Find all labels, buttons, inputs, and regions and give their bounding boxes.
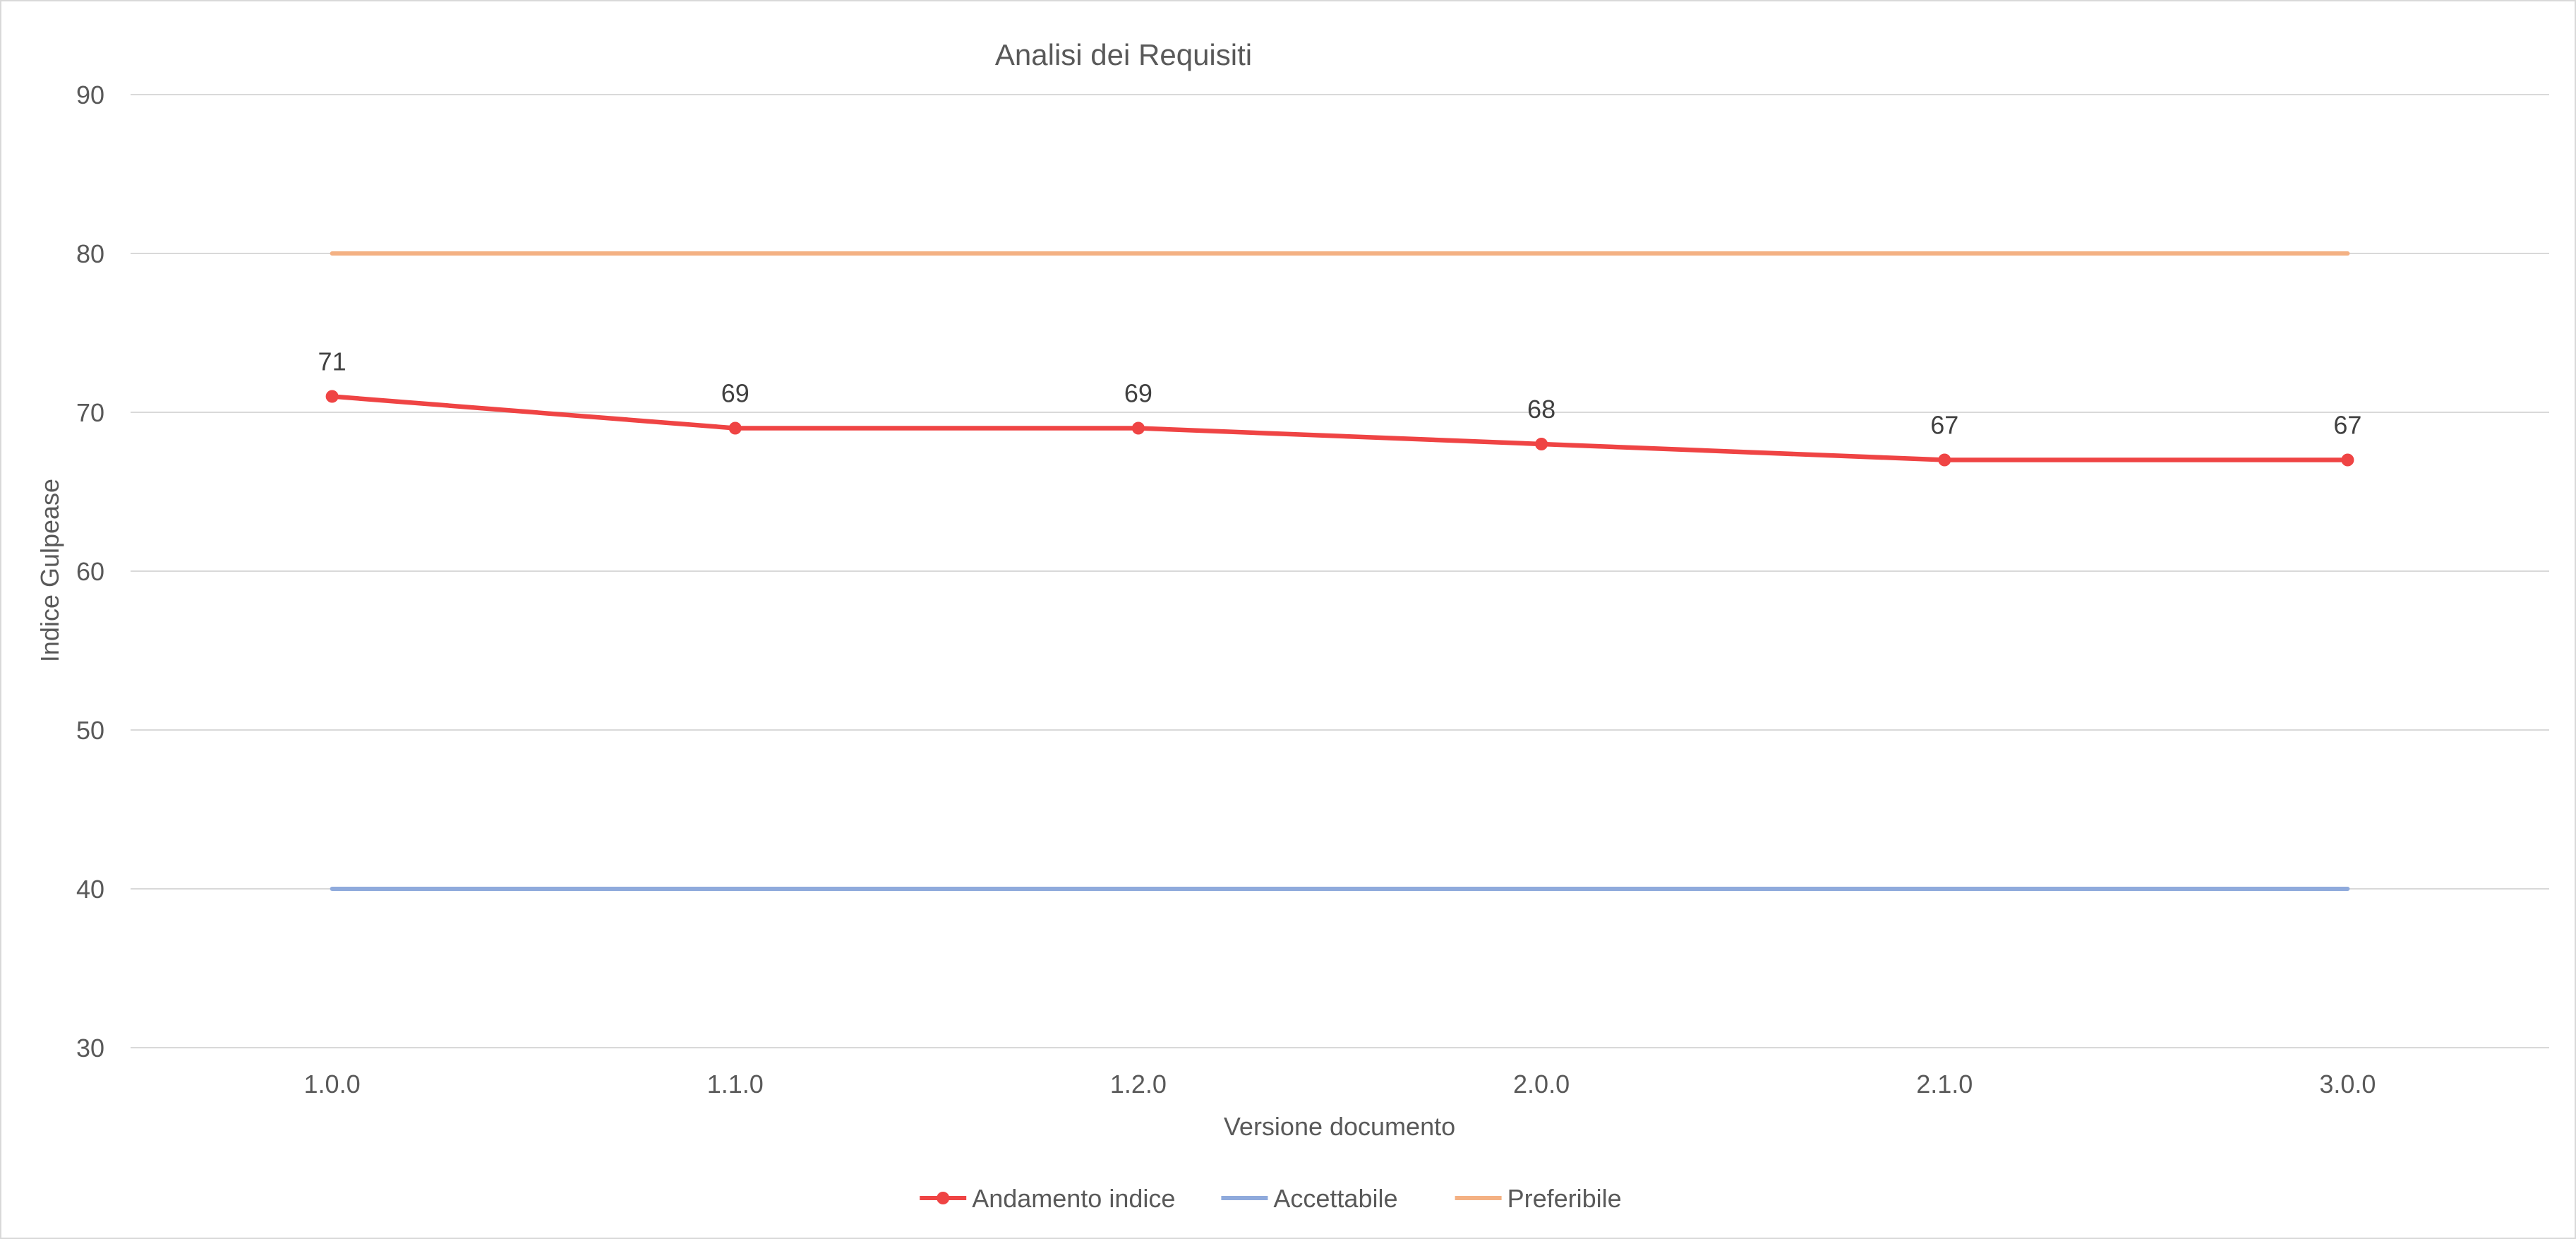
- y-tick-label: 90: [76, 80, 104, 109]
- legend-item-andamento-indice: Andamento indice: [920, 1184, 1175, 1213]
- legend: Andamento indice Accettabile Preferibile: [920, 1184, 1622, 1213]
- legend-label: Preferibile: [1507, 1184, 1622, 1213]
- data-label: 68: [1527, 395, 1555, 424]
- data-label: 69: [721, 379, 750, 408]
- data-labels: 71 69 69 68 67 67: [318, 347, 2362, 440]
- legend-label: Andamento indice: [972, 1184, 1175, 1213]
- chart-title: Analisi dei Requisiti: [995, 38, 1252, 71]
- x-tick-label: 1.2.0: [1110, 1070, 1167, 1099]
- data-point: [325, 390, 339, 403]
- data-point: [2341, 453, 2354, 467]
- legend-label: Accettabile: [1273, 1184, 1397, 1213]
- y-tick-label: 80: [76, 239, 104, 268]
- x-tick-label: 2.0.0: [1513, 1070, 1570, 1099]
- legend-item-preferibile: Preferibile: [1455, 1184, 1622, 1213]
- y-tick-label: 70: [76, 398, 104, 427]
- y-axis-ticks: 30 40 50 60 70 80 90: [76, 80, 104, 1063]
- y-tick-label: 40: [76, 875, 104, 904]
- x-tick-label: 2.1.0: [1916, 1070, 1973, 1099]
- data-label: 71: [318, 347, 347, 376]
- y-tick-label: 30: [76, 1034, 104, 1063]
- x-tick-label: 1.0.0: [304, 1070, 361, 1099]
- y-axis-title: Indice Gulpease: [35, 479, 64, 662]
- legend-marker: [937, 1192, 950, 1204]
- data-point: [1938, 453, 1951, 467]
- x-tick-label: 1.1.0: [707, 1070, 764, 1099]
- data-label: 69: [1124, 379, 1152, 408]
- legend-item-accettabile: Accettabile: [1221, 1184, 1398, 1213]
- data-point: [1535, 438, 1548, 450]
- y-tick-label: 50: [76, 716, 104, 745]
- data-point: [728, 421, 742, 435]
- series-line-andamento-indice: [330, 394, 2350, 462]
- series-layer: [325, 251, 2354, 891]
- x-axis-ticks: 1.0.0 1.1.0 1.2.0 2.0.0 2.1.0 3.0.0: [304, 1070, 2376, 1099]
- data-label: 67: [1930, 411, 1958, 440]
- data-point: [1131, 421, 1145, 435]
- x-tick-label: 3.0.0: [2319, 1070, 2376, 1099]
- data-label: 67: [2333, 411, 2361, 440]
- y-tick-label: 60: [76, 557, 104, 586]
- x-axis-title: Versione documento: [1224, 1112, 1455, 1141]
- gridlines: [131, 94, 2549, 1048]
